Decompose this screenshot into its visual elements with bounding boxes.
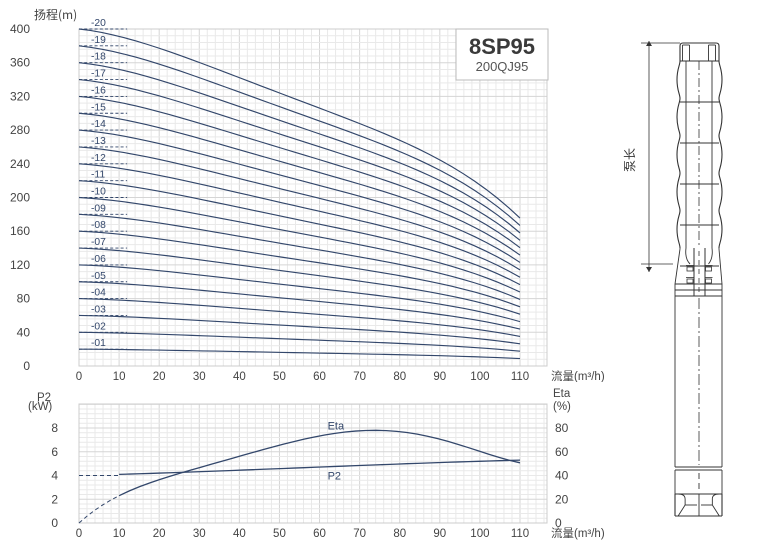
svg-text:泵长: 泵长 [621, 148, 638, 172]
